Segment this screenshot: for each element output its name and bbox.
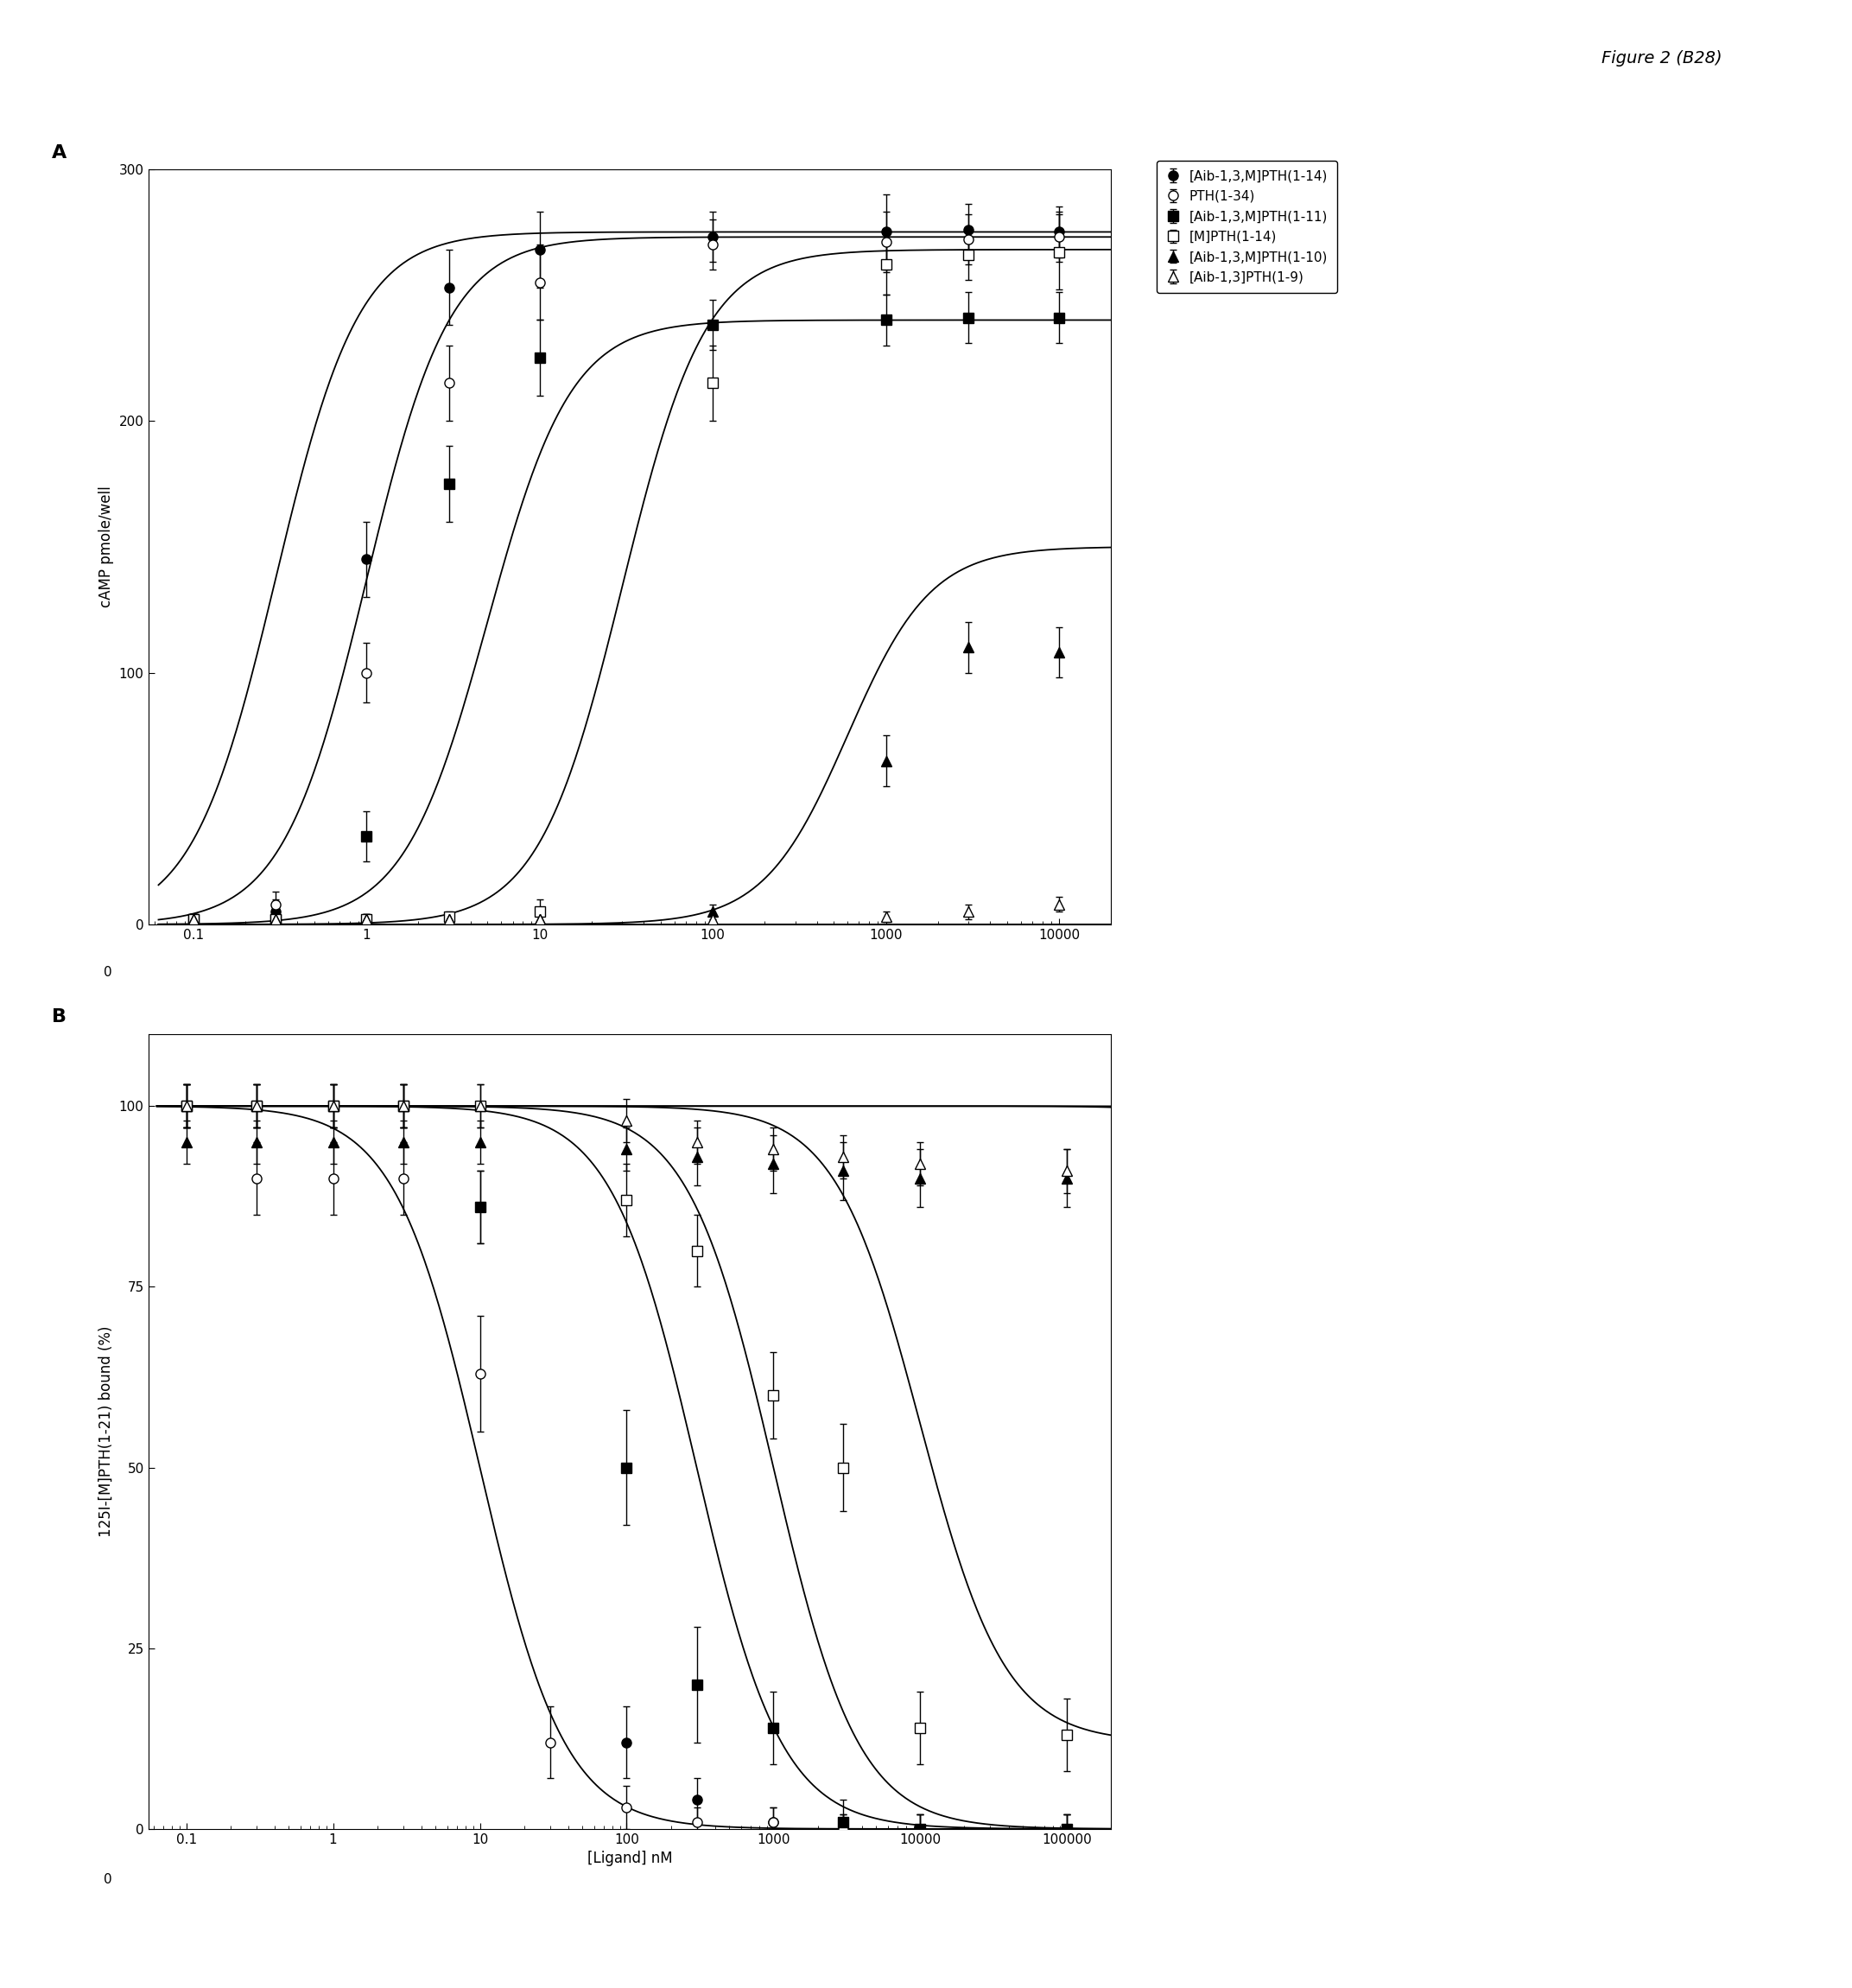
Legend: [Aib-1,3,M]PTH(1-14), PTH(1-34), [Aib-1,3,M]PTH(1-11), [M]PTH(1-14), [Aib-1,3,M]: [Aib-1,3,M]PTH(1-14), PTH(1-34), [Aib-1,… xyxy=(1156,161,1337,292)
X-axis label: [Ligand] nM: [Ligand] nM xyxy=(587,1851,672,1867)
Y-axis label: 125I-[M]PTH(1-21) bound (%): 125I-[M]PTH(1-21) bound (%) xyxy=(98,1326,115,1537)
Y-axis label: cAMP pmole/well: cAMP pmole/well xyxy=(98,485,115,608)
Text: 0: 0 xyxy=(104,966,111,978)
Text: B: B xyxy=(52,1008,67,1026)
Text: Figure 2 (B28): Figure 2 (B28) xyxy=(1602,50,1722,66)
Text: A: A xyxy=(52,145,67,161)
Text: 0: 0 xyxy=(104,1873,111,1887)
